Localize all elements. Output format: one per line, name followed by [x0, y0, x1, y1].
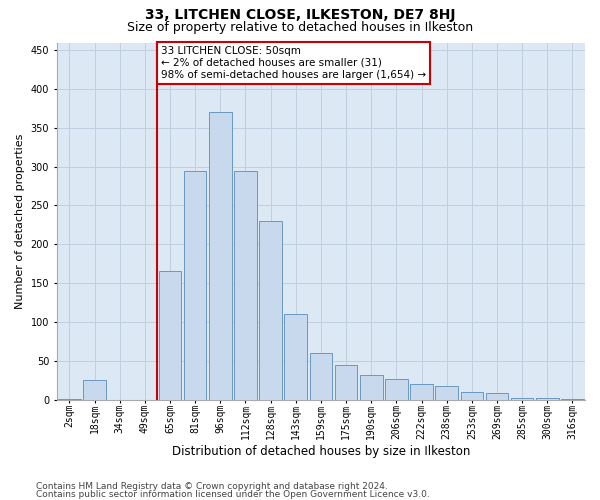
Bar: [58, 399, 81, 400]
Text: Contains public sector information licensed under the Open Government Licence v3: Contains public sector information licen…: [36, 490, 430, 499]
Bar: [259, 221, 282, 400]
Bar: [385, 378, 407, 400]
Bar: [83, 380, 106, 400]
Bar: [284, 314, 307, 400]
Bar: [234, 170, 257, 400]
Bar: [461, 392, 483, 400]
X-axis label: Distribution of detached houses by size in Ilkeston: Distribution of detached houses by size …: [172, 444, 470, 458]
Bar: [360, 374, 383, 400]
Bar: [410, 384, 433, 400]
Bar: [310, 353, 332, 400]
Bar: [536, 398, 559, 400]
Bar: [561, 399, 584, 400]
Text: 33 LITCHEN CLOSE: 50sqm
← 2% of detached houses are smaller (31)
98% of semi-det: 33 LITCHEN CLOSE: 50sqm ← 2% of detached…: [161, 46, 427, 80]
Bar: [511, 398, 533, 400]
Y-axis label: Number of detached properties: Number of detached properties: [15, 134, 25, 308]
Text: Contains HM Land Registry data © Crown copyright and database right 2024.: Contains HM Land Registry data © Crown c…: [36, 482, 388, 491]
Text: Size of property relative to detached houses in Ilkeston: Size of property relative to detached ho…: [127, 21, 473, 34]
Bar: [158, 272, 181, 400]
Bar: [436, 386, 458, 400]
Bar: [184, 170, 206, 400]
Bar: [209, 112, 232, 400]
Bar: [485, 394, 508, 400]
Bar: [335, 364, 358, 400]
Text: 33, LITCHEN CLOSE, ILKESTON, DE7 8HJ: 33, LITCHEN CLOSE, ILKESTON, DE7 8HJ: [145, 8, 455, 22]
